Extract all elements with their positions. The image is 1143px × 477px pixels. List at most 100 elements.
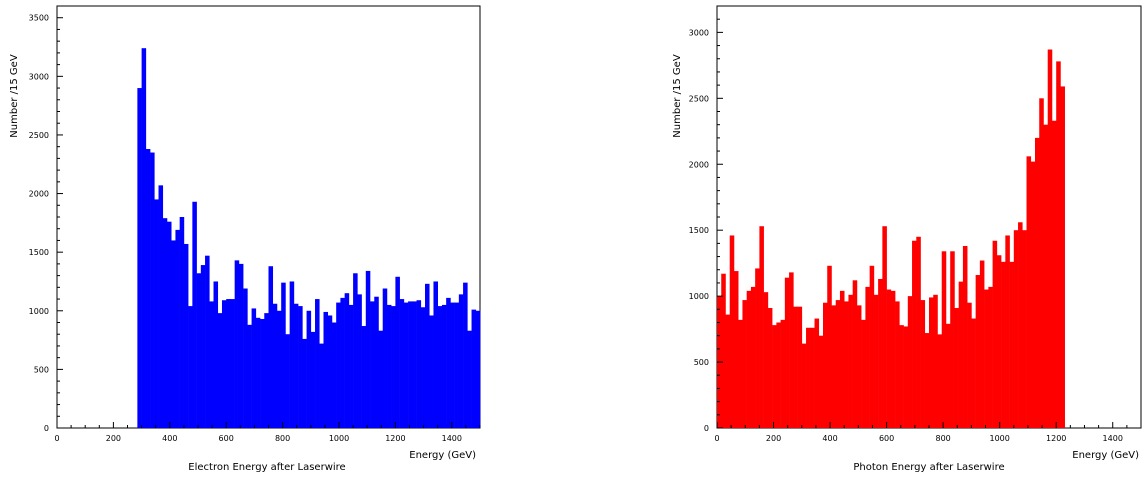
y-tick-label: 1000 — [689, 292, 709, 301]
histogram-bar — [137, 88, 142, 428]
histogram-bar — [890, 290, 896, 428]
x-tick-label: 600 — [219, 434, 234, 443]
histogram-bar — [763, 292, 769, 428]
histogram-bar — [264, 313, 269, 428]
histogram-bar — [971, 318, 976, 428]
histogram-bar — [150, 152, 155, 428]
histogram-bar — [967, 302, 972, 428]
y-tick-label: 1500 — [689, 226, 709, 235]
x-tick-label: 1400 — [442, 434, 462, 443]
histogram-bar — [856, 305, 862, 428]
histogram-bar — [315, 299, 320, 428]
histogram-bar — [183, 243, 189, 428]
y-tick-label: 3000 — [29, 72, 49, 81]
histogram-bar — [166, 221, 172, 428]
histogram-bar — [196, 273, 202, 428]
histogram-bar — [903, 326, 909, 428]
histogram-bar — [916, 236, 921, 428]
histogram-bar — [361, 326, 367, 428]
histogram-bar — [429, 315, 434, 428]
histogram-bar — [742, 300, 747, 428]
histogram-bar — [217, 313, 223, 428]
x-tick-label: 1400 — [1103, 434, 1123, 443]
histogram-bar — [844, 301, 849, 428]
y-axis-ticks: 0 500 1000 1500 2000 2500 3000 — [689, 5, 723, 433]
histogram-bar — [861, 319, 866, 428]
histogram-bar — [729, 235, 735, 428]
y-tick-label: 0 — [44, 424, 49, 433]
histogram-bar — [907, 296, 913, 429]
histogram-bar — [348, 304, 354, 428]
histogram-bar — [285, 334, 290, 428]
histogram-bar — [929, 297, 934, 428]
histogram-bar — [200, 265, 206, 428]
histogram-bar — [327, 315, 333, 428]
x-tick-label: 0 — [714, 434, 719, 443]
histogram-bar — [416, 300, 422, 428]
histogram-bar — [1005, 235, 1010, 428]
x-axis-label: Energy (GeV) — [1072, 450, 1139, 461]
x-axis-ticks: 0 200 400 600 800 1000 1200 1400 — [54, 422, 481, 443]
histogram-bar — [408, 301, 413, 428]
histogram-bar — [141, 48, 147, 428]
histogram-bar — [454, 302, 460, 428]
histogram-bar — [446, 297, 451, 428]
x-tick-label: 1000 — [329, 434, 349, 443]
y-tick-label: 500 — [694, 358, 709, 367]
histogram-bar — [996, 255, 1002, 428]
histogram-bar — [357, 294, 362, 428]
histogram-bar — [1051, 120, 1057, 428]
y-axis-label: Number /15 GeV — [9, 54, 20, 138]
histogram-bar — [441, 304, 447, 428]
histogram-bar — [1035, 137, 1040, 429]
histogram-bar — [234, 260, 240, 428]
histogram-bar — [933, 294, 938, 428]
histogram-bar — [302, 338, 307, 428]
chart-caption: Electron Energy after Laserwire — [188, 462, 345, 473]
histogram-bar — [281, 282, 286, 428]
histogram-bar — [759, 226, 764, 428]
chart-caption: Photon Energy after Laserwire — [853, 462, 1004, 473]
histogram-bar — [810, 327, 815, 428]
y-tick-label: 500 — [34, 365, 49, 374]
histogram-bar — [382, 288, 388, 428]
histogram-bar — [924, 333, 930, 428]
histogram-bar — [353, 273, 358, 428]
histogram-bar — [437, 306, 443, 428]
histogram-bar — [738, 319, 743, 428]
histogram-bar — [721, 273, 726, 428]
histogram-bars — [137, 48, 481, 428]
histogram-bar — [1030, 161, 1036, 429]
histogram-bar — [984, 289, 989, 428]
histogram-bar — [378, 330, 384, 428]
histogram-bar — [298, 306, 303, 428]
histogram-bar — [344, 293, 350, 428]
histogram-bar — [937, 334, 943, 428]
histogram-bar — [323, 311, 329, 428]
histogram-bar — [831, 305, 837, 428]
histogram-bar — [789, 272, 794, 428]
y-tick-label: 3000 — [689, 28, 709, 37]
histogram-bar — [340, 297, 345, 428]
histogram-bar — [1022, 230, 1027, 428]
histogram-bar — [869, 265, 875, 428]
histogram-bar — [192, 201, 197, 428]
histogram-bar — [331, 322, 337, 428]
histogram-bar — [171, 240, 176, 428]
histogram-bar — [784, 277, 790, 428]
histogram-bar — [310, 331, 316, 428]
histogram-bar — [391, 306, 396, 428]
histogram-bar — [471, 309, 477, 428]
histogram-bar — [780, 319, 786, 428]
histogram-bar — [306, 310, 312, 428]
histogram-bar — [420, 307, 426, 428]
histogram-bar — [1039, 98, 1044, 428]
histogram-bar — [188, 306, 193, 428]
histogram-bar — [733, 271, 739, 428]
histogram-bar — [276, 310, 282, 428]
histogram-bar — [395, 276, 400, 428]
histogram-bar — [243, 288, 248, 428]
histogram-bar — [852, 280, 858, 428]
histogram-bar — [272, 303, 278, 428]
